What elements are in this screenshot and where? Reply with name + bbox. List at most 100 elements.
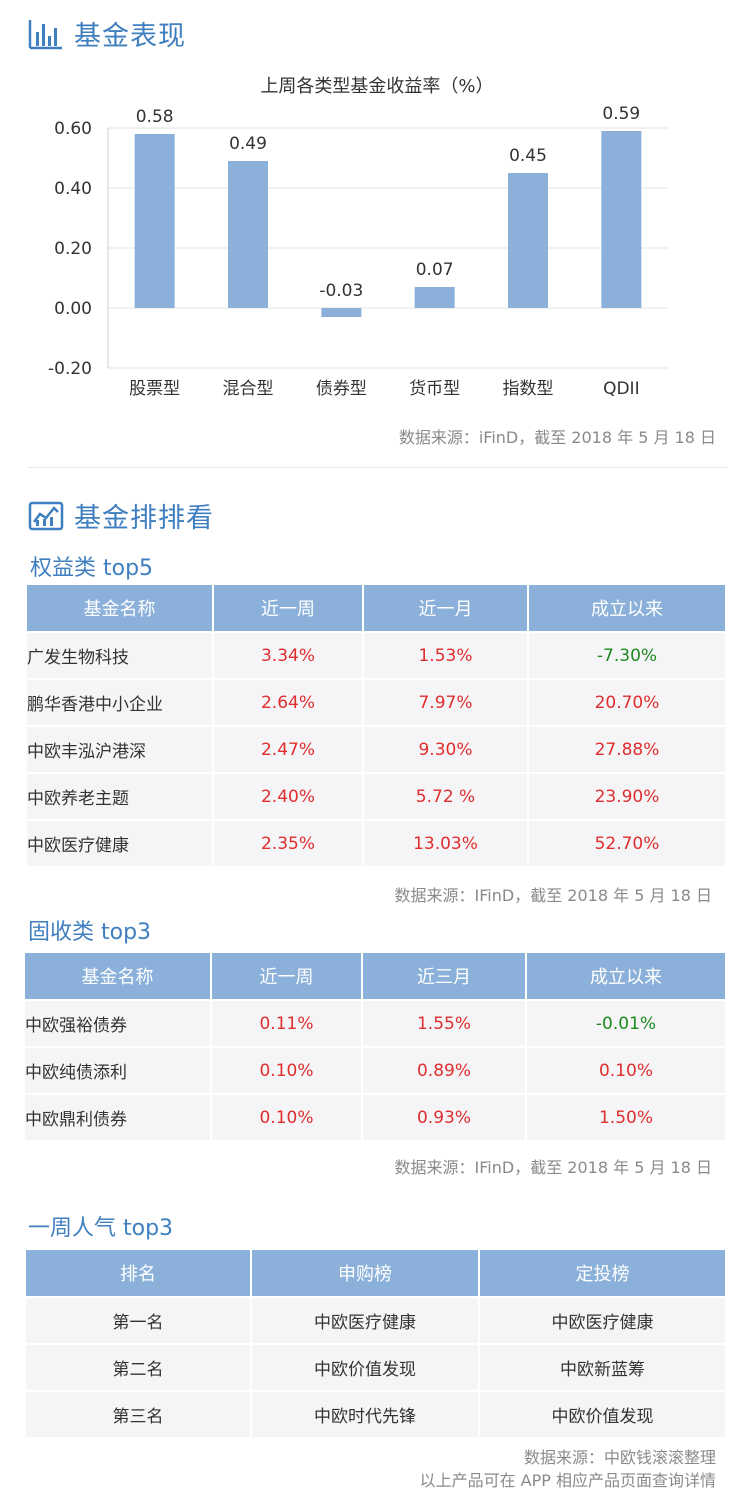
table-row[interactable]: 第一名 中欧医疗健康 中欧医疗健康 [26,1298,725,1343]
x-tick-label: 混合型 [223,379,274,399]
return-week: 0.10% [212,1048,361,1093]
table-row[interactable]: 中欧强裕债券 0.11% 1.55% -0.01% [25,1001,725,1046]
plan-fund: 中欧医疗健康 [480,1298,725,1343]
col-header: 成立以来 [527,953,725,999]
col-header: 基金名称 [27,585,212,631]
table-header-row: 基金名称 近一周 近三月 成立以来 [25,953,725,999]
return-week: 2.35% [214,821,362,866]
fund-name: 中欧医疗健康 [27,821,212,866]
col-header: 基金名称 [25,953,210,999]
return-week: 0.10% [212,1095,361,1140]
return-month: 9.30% [364,727,527,772]
return-week: 3.34% [214,633,362,678]
return-week: 2.47% [214,727,362,772]
bar [414,287,455,308]
popular-source: 数据来源：中欧钱滚滚整理 [523,1448,716,1467]
ranking-section-title: 基金排排看 [74,503,214,534]
fund-name: 中欧强裕债券 [25,1001,210,1046]
chart-title: 上周各类型基金收益率（%） [260,76,493,97]
return-week: 2.40% [214,774,362,819]
y-tick-label: 0.40 [54,179,92,199]
col-header: 近三月 [363,953,525,999]
table-row[interactable]: 鹏华香港中小企业 2.64% 7.97% 20.70% [27,680,725,725]
purchase-fund: 中欧时代先锋 [252,1392,478,1437]
x-tick-label: 股票型 [129,379,180,399]
table-row[interactable]: 中欧纯债添利 0.10% 0.89% 0.10% [25,1048,725,1093]
x-tick-label: 货币型 [409,379,460,399]
col-header: 近一周 [212,953,361,999]
return-since: 1.50% [527,1095,725,1140]
table-header-row: 排名 申购榜 定投榜 [26,1250,725,1296]
return-quarter: 0.89% [363,1048,525,1093]
fixed-income-subtitle: 固收类 top3 [28,920,152,945]
return-since: 23.90% [529,774,725,819]
return-month: 1.53% [364,633,527,678]
chart-source: 数据来源：iFinD，截至 2018 年 5 月 18 日 [398,428,716,447]
ranking-section-header: 基金排排看 [28,496,214,535]
footer-note: 以上产品可在 APP 相应产品页面查询详情 [419,1471,716,1490]
fund-return-bar-chart: 上周各类型基金收益率（%） 0.580.49-0.030.070.450.59 … [48,76,668,399]
table-row[interactable]: 中欧医疗健康 2.35% 13.03% 52.70% [27,821,725,866]
popular-subtitle: 一周人气 top3 [28,1216,174,1241]
col-header: 排名 [26,1250,250,1296]
rank: 第一名 [26,1298,250,1343]
equity-table: 基金名称 近一周 近一月 成立以来 广发生物科技 3.34% 1.53% -7.… [25,583,727,868]
table-row[interactable]: 中欧丰泓沪港深 2.47% 9.30% 27.88% [27,727,725,772]
bar [601,131,642,308]
bar-chart-icon [28,19,62,49]
table-row[interactable]: 广发生物科技 3.34% 1.53% -7.30% [27,633,725,678]
fund-name: 中欧纯债添利 [25,1048,210,1093]
rank: 第二名 [26,1345,250,1390]
plan-fund: 中欧价值发现 [480,1392,725,1437]
fund-name: 鹏华香港中小企业 [27,680,212,725]
fund-name: 中欧鼎利债券 [25,1095,210,1140]
x-tick-label: 指数型 [503,379,554,399]
return-quarter: 1.55% [363,1001,525,1046]
bar [134,134,175,308]
col-header: 近一周 [214,585,362,631]
popular-table: 排名 申购榜 定投榜 第一名 中欧医疗健康 中欧医疗健康 第二名 中欧价值发现 … [24,1248,727,1439]
performance-section-header: 基金表现 [28,14,186,53]
y-tick-label: -0.20 [48,359,92,379]
data-label: 0.49 [229,134,267,154]
fund-name: 广发生物科技 [27,633,212,678]
return-since: -0.01% [527,1001,725,1046]
table-row[interactable]: 第三名 中欧时代先锋 中欧价值发现 [26,1392,725,1437]
return-since: 0.10% [527,1048,725,1093]
return-since: 52.70% [529,821,725,866]
return-quarter: 0.93% [363,1095,525,1140]
data-label: 0.58 [136,107,174,127]
equity-subtitle: 权益类 top5 [30,556,154,581]
plan-fund: 中欧新蓝筹 [480,1345,725,1390]
return-month: 7.97% [364,680,527,725]
col-header: 成立以来 [529,585,725,631]
data-label: 0.59 [602,104,640,124]
table-row[interactable]: 第二名 中欧价值发现 中欧新蓝筹 [26,1345,725,1390]
table-header-row: 基金名称 近一周 近一月 成立以来 [27,585,725,631]
return-week: 2.64% [214,680,362,725]
data-label: -0.03 [319,281,363,301]
performance-section-title: 基金表现 [74,21,186,52]
return-since: 27.88% [529,727,725,772]
x-tick-label: 债券型 [316,379,367,399]
return-since: 20.70% [529,680,725,725]
purchase-fund: 中欧医疗健康 [252,1298,478,1343]
col-header: 近一月 [364,585,527,631]
fixed-income-table: 基金名称 近一周 近三月 成立以来 中欧强裕债券 0.11% 1.55% -0.… [23,951,727,1142]
data-label: 0.45 [509,146,547,166]
section-divider [28,467,728,468]
col-header: 定投榜 [480,1250,725,1296]
return-since: -7.30% [529,633,725,678]
return-week: 0.11% [212,1001,361,1046]
rank: 第三名 [26,1392,250,1437]
fund-name: 中欧丰泓沪港深 [27,727,212,772]
table-row[interactable]: 中欧养老主题 2.40% 5.72 % 23.90% [27,774,725,819]
fixed-income-source: 数据来源：IFinD，截至 2018 年 5 月 18 日 [394,1158,712,1177]
fund-name: 中欧养老主题 [27,774,212,819]
table-row[interactable]: 中欧鼎利债券 0.10% 0.93% 1.50% [25,1095,725,1140]
bar [508,173,548,308]
y-tick-label: 0.20 [54,239,92,259]
return-month: 5.72 % [364,774,527,819]
equity-source: 数据来源：IFinD，截至 2018 年 5 月 18 日 [394,886,712,905]
x-tick-label: QDII [603,379,640,399]
